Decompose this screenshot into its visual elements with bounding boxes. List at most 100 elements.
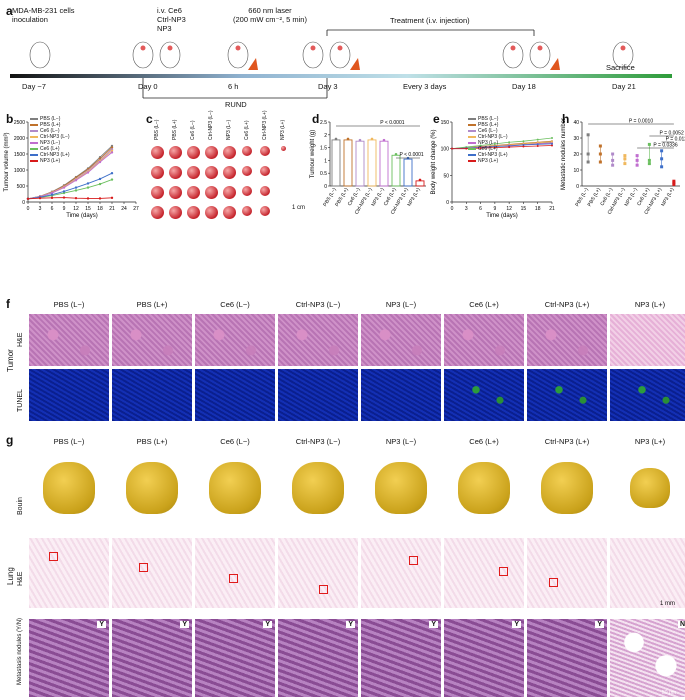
metastasis-zoom-image: N xyxy=(609,618,685,698)
column-label: NP3 (L+) xyxy=(634,437,666,446)
tumour-column-label: PBS (L−) xyxy=(154,119,160,140)
tunel-tumor-image xyxy=(194,368,276,422)
mouse-icon xyxy=(529,41,551,69)
data-point xyxy=(660,157,664,161)
x-tick-label: 21 xyxy=(549,206,555,212)
data-point xyxy=(551,140,553,143)
legend-item: Ctrl-NP3 (L−) xyxy=(468,134,508,140)
data-point xyxy=(479,147,482,150)
data-point xyxy=(493,146,496,149)
tumour-photo xyxy=(186,206,200,219)
tumour-photo xyxy=(222,146,236,159)
data-point xyxy=(522,140,525,143)
y-axis-label: Tumour volume (mm³) xyxy=(4,132,10,191)
tumour-photo xyxy=(168,166,182,179)
tumour-column-label: Ce6 (L−) xyxy=(190,120,196,140)
tumour-photo xyxy=(150,146,164,159)
legend-swatch xyxy=(30,160,38,162)
tumour-photo xyxy=(242,166,252,176)
data-point xyxy=(74,186,78,189)
body-weight-chart: 0 50 100 150 0 3 6 9 12 15 18 21 Time (days) Body wei… xyxy=(431,120,555,219)
legend-swatch xyxy=(30,130,38,132)
legend-item: NP3 (L+) xyxy=(30,158,70,164)
mouse-icon xyxy=(502,41,524,69)
side-label-lung: Lung xyxy=(6,567,15,585)
y-tick-label: 0 xyxy=(22,200,25,206)
data-point xyxy=(586,133,590,137)
legend-swatch xyxy=(30,148,38,150)
tumour-photo xyxy=(186,146,200,159)
data-point xyxy=(74,189,78,192)
tumour-photo xyxy=(260,186,270,196)
y-tick-label: 1.5 xyxy=(320,146,327,152)
data-point xyxy=(110,151,114,154)
scale-bar-1mm: 1 mm xyxy=(660,601,675,607)
p-value: P = 0.0336 xyxy=(653,143,677,149)
he-lung-image xyxy=(277,537,359,609)
bouin-lung-photo xyxy=(541,462,593,514)
label-treatment: Treatment (i.v. injection) xyxy=(390,16,470,25)
column-label: Ce6 (L−) xyxy=(220,437,250,446)
data-point xyxy=(672,181,676,185)
y-tick-label: 2000 xyxy=(14,136,25,142)
he-tumor-image xyxy=(360,313,442,367)
tunel-tumor-image xyxy=(609,368,685,422)
data-point xyxy=(647,142,651,146)
x-tick-label: 21 xyxy=(109,206,115,212)
metastasis-zoom-image: Y xyxy=(111,618,193,698)
scale-bar-1cm: 1 cm xyxy=(292,205,306,211)
x-tick-label: 6 xyxy=(479,206,482,212)
data-point xyxy=(672,182,676,186)
data-point xyxy=(536,143,539,146)
data-point xyxy=(551,137,553,139)
he-tumor-image xyxy=(111,313,193,367)
metastasis-zoom-image: Y xyxy=(360,618,442,698)
y-tick-label: 100 xyxy=(441,147,450,153)
laser-icon xyxy=(248,58,258,70)
tumour-photo xyxy=(168,206,182,219)
mouse-icon xyxy=(612,41,634,69)
column-label: PBS (L−) xyxy=(53,437,85,446)
data-point xyxy=(586,152,590,156)
legend-swatch xyxy=(468,130,476,132)
bar xyxy=(331,139,341,187)
tumour-photo xyxy=(204,206,218,219)
data-point xyxy=(110,172,114,175)
tunel-tumor-image xyxy=(443,368,525,422)
y-tick-label: 0.5 xyxy=(320,171,327,177)
tumour-photo xyxy=(260,166,270,176)
tumour-photo xyxy=(222,186,236,199)
data-point xyxy=(86,171,90,174)
legend-item: Ctrl-NP3 (L−) xyxy=(30,134,70,140)
x-tick-label: 12 xyxy=(506,206,512,212)
data-point xyxy=(74,196,78,200)
tumour-photo xyxy=(186,166,200,179)
y-tick-label: 0 xyxy=(446,200,449,206)
legend-swatch xyxy=(30,124,38,126)
data-point xyxy=(551,144,553,147)
tumour-photo xyxy=(242,206,252,216)
y-tick-label: 20 xyxy=(573,152,579,158)
he-lung-image xyxy=(111,537,193,609)
mouse-icon xyxy=(329,41,351,69)
x-tick-label: 9 xyxy=(63,206,66,212)
data-point xyxy=(536,145,539,147)
day-label: Day 3 xyxy=(318,82,338,91)
bar xyxy=(391,154,401,187)
data-point xyxy=(623,157,627,161)
series-line xyxy=(451,137,553,150)
column-label: Ctrl-NP3 (L+) xyxy=(544,437,590,446)
tumour-column-label: NP3 (L+) xyxy=(280,119,286,140)
p-value: P = 0.0052 xyxy=(660,131,684,137)
legend-swatch xyxy=(30,136,38,138)
column-label: Ce6 (L+) xyxy=(469,437,499,446)
data-point xyxy=(536,138,539,141)
metastasis-zoom-image: Y xyxy=(194,618,276,698)
data-point xyxy=(62,196,66,199)
metastasis-yn-badge: Y xyxy=(595,621,604,628)
he-tumor-image xyxy=(526,313,608,367)
data-point xyxy=(98,197,102,200)
column-label: PBS (L+) xyxy=(136,437,168,446)
data-point xyxy=(358,138,362,142)
